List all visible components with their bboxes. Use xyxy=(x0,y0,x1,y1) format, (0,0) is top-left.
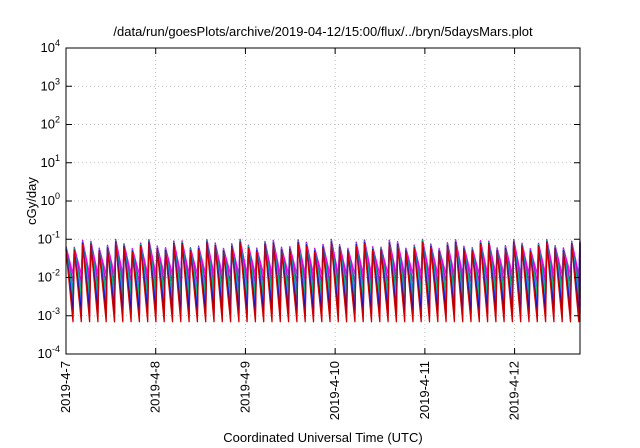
y-tick-label: 101 xyxy=(41,153,60,170)
x-axis-label: Coordinated Universal Time (UTC) xyxy=(223,430,422,445)
y-tick-label: 104 xyxy=(41,38,60,55)
y-tick-label: 100 xyxy=(41,191,60,208)
data-series xyxy=(65,238,581,323)
y-axis-label: cGy/day xyxy=(24,177,39,225)
y-tick-label: 10-2 xyxy=(38,268,60,285)
x-tick-label: 2019-4-10 xyxy=(327,361,342,420)
y-tick-label: 103 xyxy=(41,76,60,93)
x-tick-label: 2019-4-9 xyxy=(237,361,252,413)
x-tick-label: 2019-4-8 xyxy=(148,361,163,413)
y-tick-label: 10-3 xyxy=(38,306,60,323)
x-axis-ticks: 2019-4-7 2019-4-8 2019-4-9 2019-4-10 2019-4-… xyxy=(58,48,522,420)
x-tick-label: 2019-4-11 xyxy=(417,361,432,419)
y-axis-ticks: 10-4 10-3 10-2 10-1 100 101 102 103 104 xyxy=(38,38,580,361)
x-tick-label: 2019-4-7 xyxy=(58,361,73,413)
series-line xyxy=(65,242,581,323)
y-tick-label: 102 xyxy=(41,115,60,132)
x-tick-label: 2019-4-12 xyxy=(507,361,522,420)
chart-title: /data/run/goesPlots/archive/2019-04-12/1… xyxy=(113,24,533,39)
y-tick-label: 10-1 xyxy=(38,229,60,246)
y-tick-label: 10-4 xyxy=(38,344,60,361)
